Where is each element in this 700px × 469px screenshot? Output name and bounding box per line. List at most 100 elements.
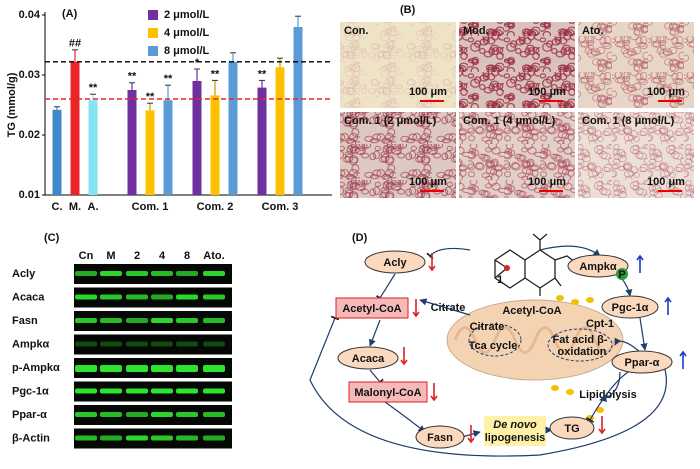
band: [126, 365, 148, 372]
bar: [52, 109, 62, 195]
band: [176, 341, 198, 347]
column-label: Ato.: [203, 250, 224, 262]
significance-mark: ##: [69, 38, 81, 50]
significance-mark: **: [128, 71, 137, 83]
band: [176, 365, 198, 372]
down-arrow: [598, 416, 606, 435]
pathway-arrow: [369, 369, 384, 386]
band: [151, 412, 173, 417]
band: [176, 388, 198, 394]
down-arrow: [430, 383, 438, 402]
micrograph: [578, 22, 694, 108]
significance-mark: **: [89, 82, 98, 94]
legend-label: 2 μmol/L: [164, 9, 210, 21]
bar: [127, 90, 137, 195]
image-title: Ato.: [582, 25, 603, 37]
tca-cycle: [468, 323, 522, 357]
band: [176, 271, 198, 276]
legend-swatch: [148, 46, 158, 56]
node-ppar: [611, 350, 673, 374]
pathway-arrow: [368, 319, 381, 347]
image-title: Com. 1 (8 μmol/L): [582, 115, 675, 127]
column-label: 4: [159, 250, 166, 262]
row-label: p-Ampkα: [12, 362, 60, 374]
compound-number: 1: [497, 274, 503, 286]
bar: [163, 100, 173, 195]
node-malonyl: [348, 381, 428, 403]
column-label: 2: [134, 250, 140, 262]
lipid-droplet: [596, 407, 604, 413]
band: [75, 412, 97, 417]
pathway-arrow: [599, 371, 621, 402]
band: [151, 318, 173, 323]
image-title: Con.: [344, 25, 368, 37]
pathway-arrow: [375, 273, 396, 301]
micrograph: [459, 112, 575, 198]
significance-mark: **: [258, 68, 267, 80]
bar: [293, 27, 303, 195]
band: [126, 294, 148, 300]
band: [126, 318, 148, 323]
scale-label: 100 μm: [409, 86, 447, 98]
band: [176, 294, 198, 300]
bar: [275, 67, 285, 195]
text-tca: Tca cycle: [469, 340, 518, 352]
bond: [554, 277, 562, 287]
bar: [70, 61, 80, 195]
significance-mark: **: [164, 73, 173, 85]
down-arrow: [412, 299, 420, 318]
pathway-arrow: [384, 401, 426, 433]
x-tick-label: M.: [69, 201, 81, 213]
band: [203, 271, 225, 276]
column-label: Cn: [79, 250, 94, 262]
node-tg: [549, 416, 595, 440]
text-lipogenesis: De novo: [493, 419, 537, 431]
band: [100, 365, 122, 372]
column-label: 8: [184, 250, 190, 262]
bar: [145, 110, 155, 195]
y-tick-label: 0.02: [19, 129, 40, 141]
x-tick-label: Com. 2: [197, 201, 234, 213]
row-label: β-Actin: [12, 432, 50, 444]
band: [126, 341, 148, 347]
band: [151, 341, 173, 347]
band: [126, 412, 148, 417]
y-tick-label: 0.04: [19, 9, 41, 21]
text-lipidolysis: Lipidolysis: [579, 389, 636, 401]
up-arrow: [679, 350, 687, 369]
significance-mark: *: [195, 57, 200, 69]
band: [75, 318, 97, 323]
y-tick-label: 0.01: [19, 189, 40, 201]
band: [176, 412, 198, 417]
image-title: Com. 1 (4 μmol/L): [463, 115, 556, 127]
scale-label: 100 μm: [528, 86, 566, 98]
band: [176, 435, 198, 441]
text-cpt: Cpt-1: [586, 318, 614, 330]
micrograph: [340, 22, 456, 108]
x-tick-label: Com. 1: [132, 201, 169, 213]
band: [203, 412, 225, 417]
band: [203, 294, 225, 300]
micrograph: [578, 112, 694, 198]
x-tick-label: A.: [88, 201, 99, 213]
lipid-droplet: [571, 299, 579, 305]
bar: [210, 95, 220, 195]
scale-label: 100 μm: [647, 176, 685, 188]
band: [75, 341, 97, 347]
micrograph: [459, 22, 575, 108]
text-fao: oxidation: [558, 346, 607, 358]
image-title: Com. 1 (2 μmol/L): [344, 115, 437, 127]
micrograph: [340, 112, 456, 198]
text-citrate-in: Citrate: [470, 321, 505, 333]
pathway-arrow: [419, 298, 471, 316]
down-arrow: [467, 425, 475, 444]
bond: [532, 233, 548, 250]
node-fasn-label: Fasn: [427, 432, 453, 444]
legend-label: 8 μmol/L: [164, 45, 210, 57]
legend-label: 4 μmol/L: [164, 27, 210, 39]
band: [176, 318, 198, 323]
band: [100, 412, 122, 417]
node-pgc: [601, 295, 659, 319]
row-label: Ampkα: [12, 338, 50, 350]
